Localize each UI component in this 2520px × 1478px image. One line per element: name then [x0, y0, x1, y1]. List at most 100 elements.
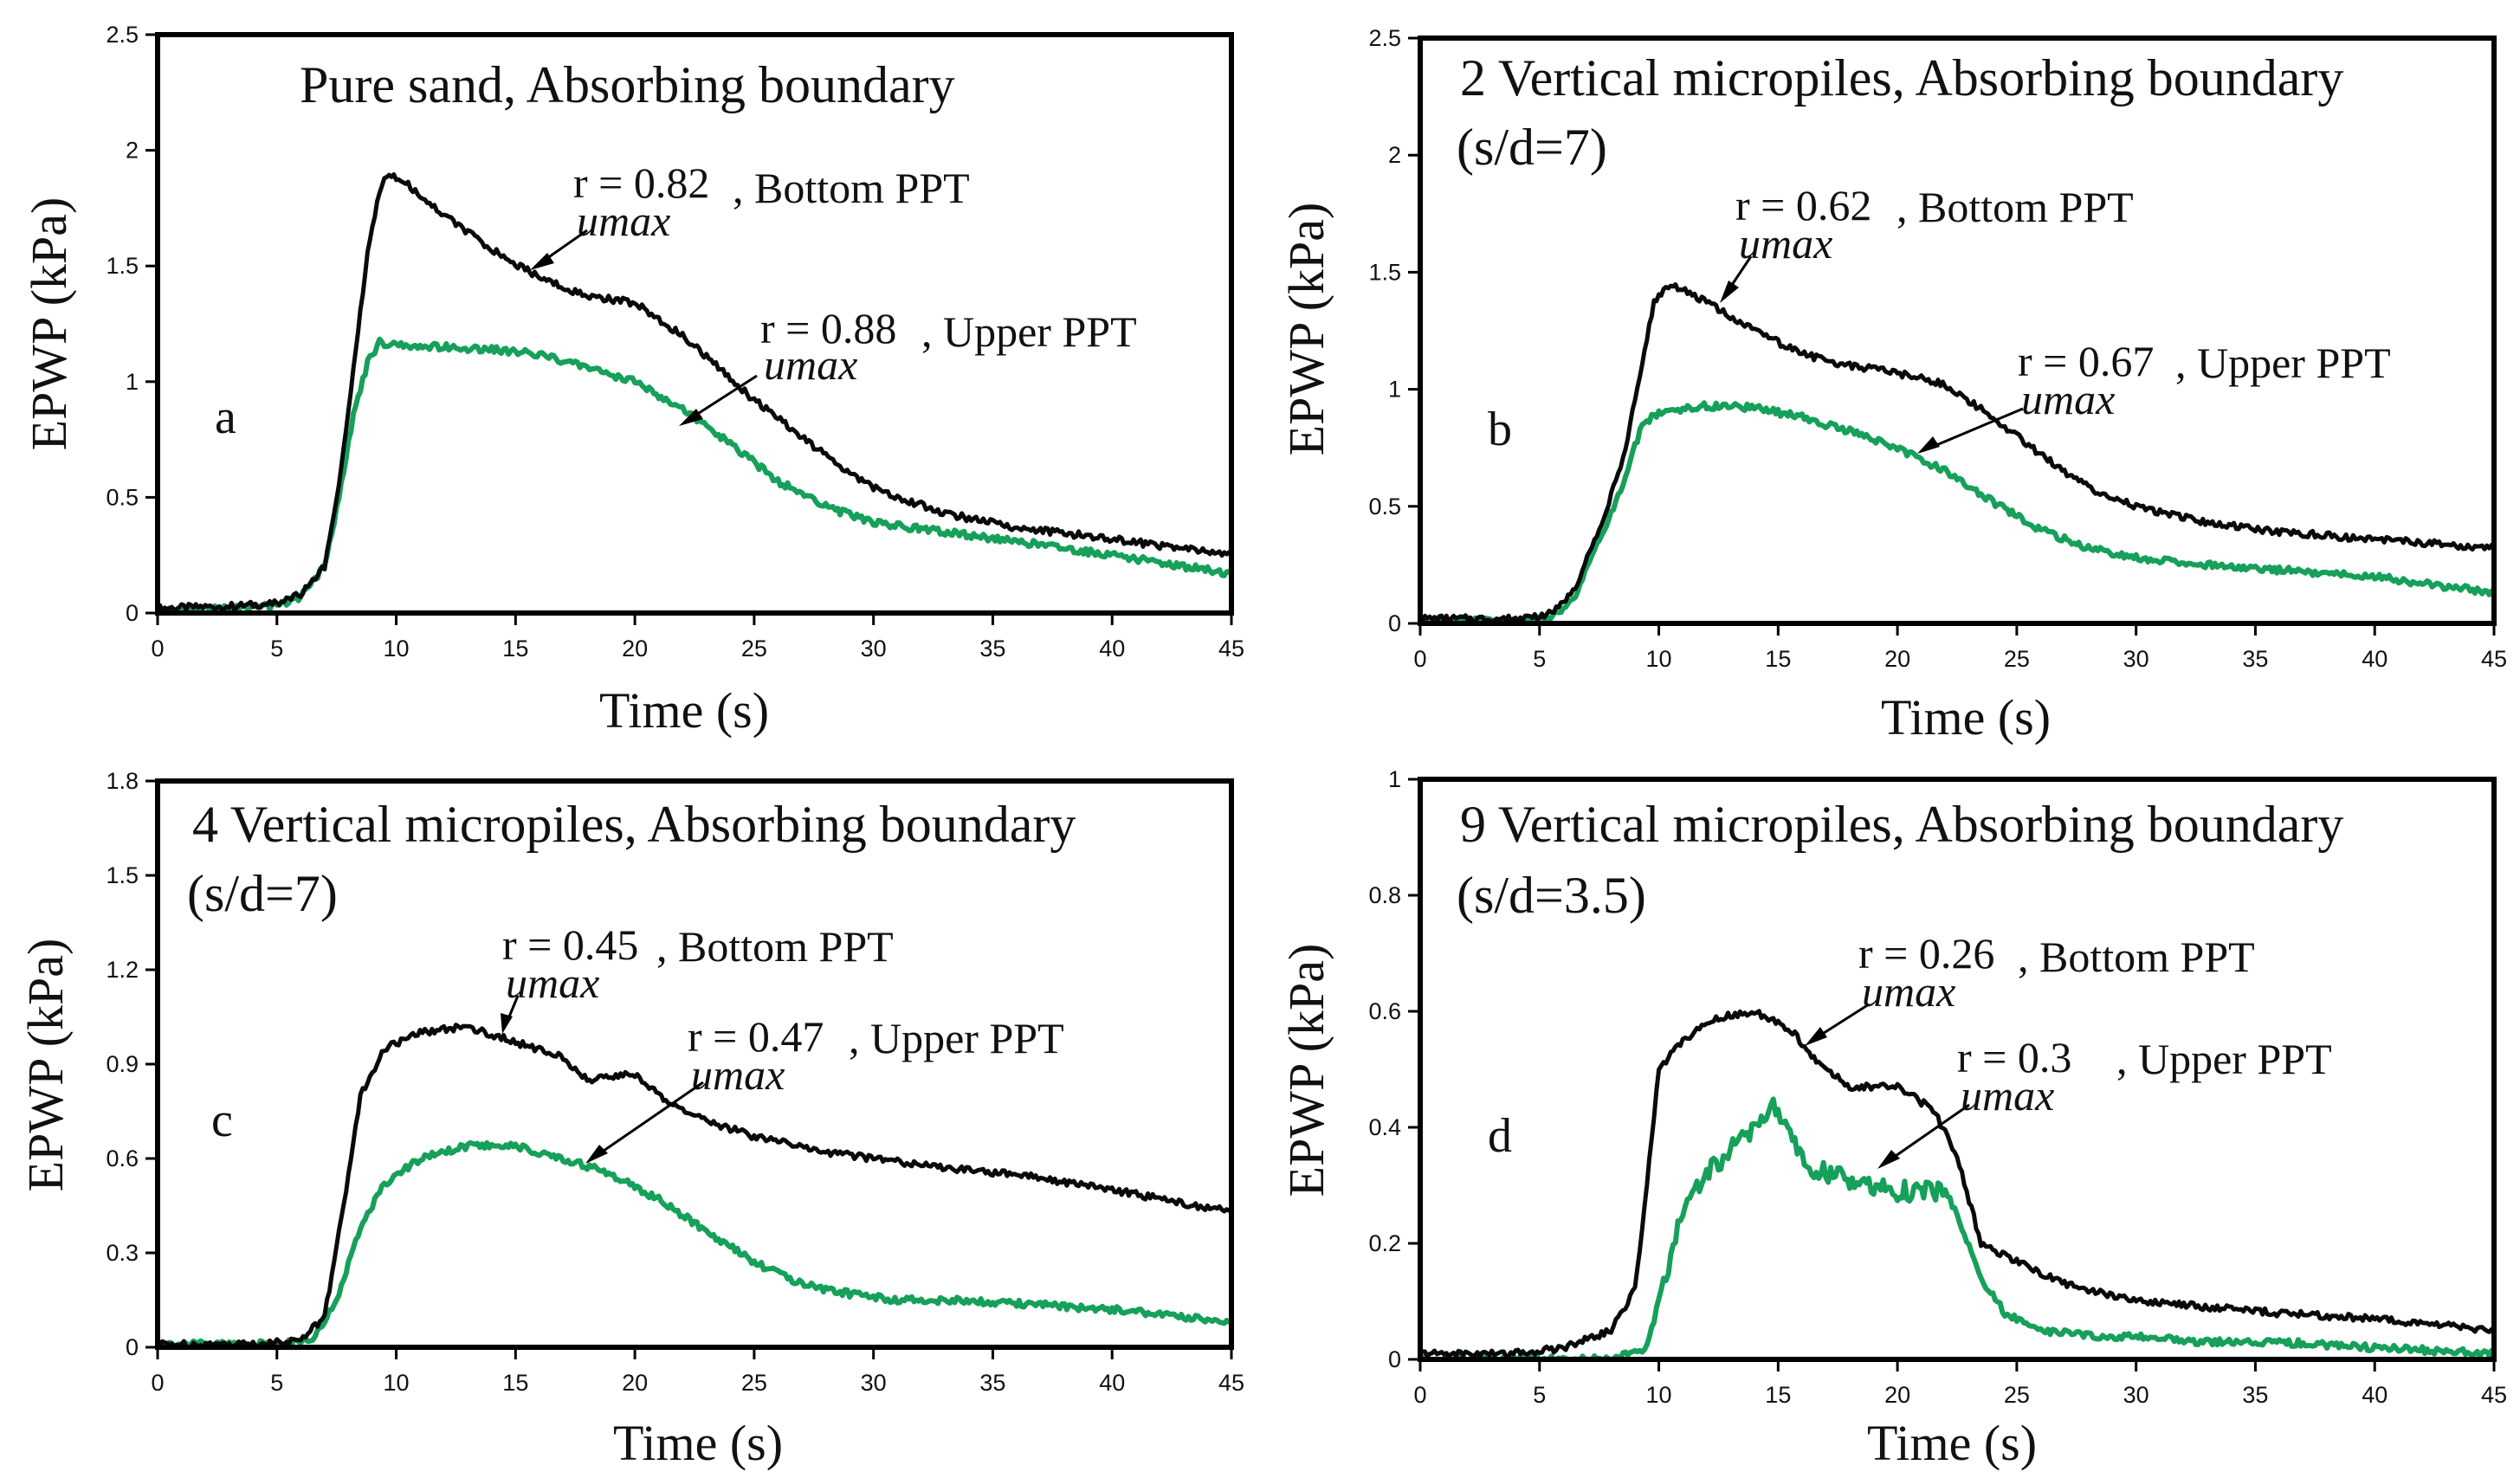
panel-a-xtick-label: 20: [622, 636, 648, 662]
panel-c-annotation-upper-value: r = 0.47: [688, 1012, 824, 1061]
panel-c-ylabel: EPWP (kPa): [17, 939, 74, 1192]
panel-a-arrowhead-upper: [679, 409, 703, 426]
panel-d-xtick-label: 45: [2481, 1382, 2507, 1408]
panel-b-subtitle: (s/d=7): [1457, 119, 1607, 176]
panel-d-annotation-upper-value: r = 0.3: [1957, 1033, 2071, 1081]
panel-b-xtick-label: 20: [1884, 646, 1910, 672]
panel-d-annotation-upper-suffix: , Upper PPT: [2116, 1035, 2332, 1083]
panel-b-annotation-upper-value: r = 0.67: [2018, 337, 2154, 385]
panel-c-annotation-bottom-value: r = 0.45: [502, 920, 638, 969]
panel-c-xtick-label: 35: [979, 1370, 1005, 1396]
panel-a-xtick-label: 5: [270, 636, 283, 662]
panel-b-ytick-label: 0: [1388, 610, 1401, 636]
panel-a-annotation-upper-suffix: , Upper PPT: [921, 307, 1137, 356]
panel-a-annotation-bottom: r = 0.82 umax , Bottom PPT: [530, 158, 970, 270]
panel-b-yticks: 0 0.5 1 1.5 2 2.5: [1368, 25, 1420, 636]
panel-c-ytick-label: 0: [126, 1334, 139, 1360]
panel-a-series-bottom-ppt: [155, 172, 1233, 614]
panel-c-annotation-bottom: r = 0.45 umax , Bottom PPT: [501, 920, 894, 1034]
panel-b-series-upper-ppt: [1418, 400, 2496, 626]
panel-c: 0 0.3 0.6 0.9 1.2 1.5 1.8 0 5 10 15 20 25 30 35 40 45 4…: [17, 768, 1244, 1471]
panel-a-ytick-label: 2.5: [106, 22, 139, 48]
panel-c-ytick-label: 0.9: [106, 1051, 139, 1077]
panel-a-ytick-label: 1.5: [106, 253, 139, 279]
panel-b-ylabel: EPWP (kPa): [1278, 203, 1334, 456]
panel-b-annotation-bottom-value: r = 0.62: [1735, 181, 1871, 229]
panel-a-ylabel: EPWP (kPa): [21, 197, 77, 451]
panel-b-xtick-label: 30: [2123, 646, 2149, 672]
panel-a-frame: [155, 32, 1234, 616]
panel-c-series: [155, 1023, 1233, 1350]
panel-a-annotation-bottom-value: r = 0.82: [573, 158, 709, 207]
panel-d-xlabel: Time (s): [1867, 1415, 2037, 1471]
panel-c-ytick-label: 0.3: [106, 1240, 139, 1266]
panel-c-xtick-label: 45: [1218, 1370, 1244, 1396]
panel-b-arrow-upper: [1923, 407, 2024, 452]
panel-a-annotation-upper-value: r = 0.88: [760, 304, 896, 352]
panel-a-xlabel: Time (s): [599, 682, 769, 739]
panel-a-xtick-label: 25: [741, 636, 767, 662]
panel-b-ytick-label: 2: [1388, 142, 1401, 168]
panel-d-frame: [1418, 777, 2497, 1362]
panel-d-xtick-label: 20: [1884, 1382, 1910, 1408]
panel-c-xtick-label: 0: [151, 1370, 164, 1396]
panel-a-annotation-bottom-suffix: , Bottom PPT: [733, 164, 970, 212]
panel-a-xtick-label: 15: [502, 636, 528, 662]
panel-d-xtick-label: 25: [2004, 1382, 2030, 1408]
panel-b-frame: [1418, 35, 2497, 626]
panel-c-arrow-upper: [591, 1081, 704, 1160]
panel-c-annotation-upper-suffix: , Upper PPT: [849, 1014, 1064, 1062]
panel-b-xtick-label: 5: [1533, 646, 1546, 672]
panel-c-ytick-label: 1.5: [106, 862, 139, 888]
panel-a-title: Pure sand, Absorbing boundary: [300, 56, 955, 113]
panel-d-title: 9 Vertical micropiles, Absorbing boundar…: [1460, 796, 2343, 853]
panel-d-xtick-label: 5: [1533, 1382, 1546, 1408]
panel-c-xtick-label: 20: [622, 1370, 648, 1396]
panel-b-xtick-label: 45: [2481, 646, 2507, 672]
panel-d-letter: d: [1488, 1109, 1512, 1163]
panel-c-arrowhead-bottom: [501, 1013, 513, 1034]
panel-b-annotation-bottom-sub: umax: [1739, 219, 1832, 268]
panel-d-subtitle: (s/d=3.5): [1457, 867, 1646, 924]
panel-d-annotation-bottom: r = 0.26 umax , Bottom PPT: [1805, 929, 2255, 1046]
panel-a-letter: a: [215, 390, 236, 444]
panel-c-xtick-label: 15: [502, 1370, 528, 1396]
panel-c-xtick-label: 40: [1099, 1370, 1125, 1396]
panel-b-ytick-label: 1: [1388, 377, 1401, 403]
panel-d-xtick-label: 30: [2123, 1382, 2149, 1408]
panel-c-xlabel: Time (s): [613, 1415, 783, 1471]
panel-d-ytick-label: 0.2: [1368, 1230, 1401, 1256]
panel-d-yticks: 0 0.2 0.4 0.6 0.8 1: [1368, 766, 1420, 1372]
panel-a-xtick-label: 30: [861, 636, 887, 662]
panel-d-annotation-bottom-value: r = 0.26: [1858, 929, 1994, 978]
panel-b-letter: b: [1488, 403, 1512, 456]
panel-a-xtick-label: 10: [384, 636, 410, 662]
panel-d-ytick-label: 0.6: [1368, 998, 1401, 1024]
panel-b: 0 0.5 1 1.5 2 2.5 0 5 10 15 20 25 30 35 40 45 2 Vertic…: [1278, 25, 2507, 745]
panel-b-ytick-label: 1.5: [1368, 259, 1401, 285]
panel-d-ytick-label: 1: [1388, 766, 1401, 792]
panel-b-ytick-label: 2.5: [1368, 25, 1401, 51]
panel-c-xtick-label: 10: [384, 1370, 410, 1396]
panel-d: 0 0.2 0.4 0.6 0.8 1 0 5 10 15 20 25 30 35 40 45 9 Vert…: [1278, 766, 2507, 1471]
panel-b-xlabel: Time (s): [1881, 689, 2051, 745]
panel-d-annotation-bottom-sub: umax: [1862, 967, 1955, 1016]
panel-c-xtick-label: 30: [861, 1370, 887, 1396]
panel-a-annotation-upper-sub: umax: [764, 340, 857, 389]
panel-d-xtick-label: 40: [2362, 1382, 2388, 1408]
panel-a-arrowhead-bottom: [530, 253, 554, 270]
panel-c-annotation-upper-sub: umax: [691, 1050, 785, 1099]
panel-a-ytick-label: 0.5: [106, 484, 139, 510]
panel-b-annotation-upper-sub: umax: [2021, 375, 2115, 423]
panel-d-arrowhead-bottom: [1805, 1027, 1827, 1046]
panel-d-series-upper-ppt: [1418, 1096, 2497, 1362]
panel-b-arrowhead-bottom: [1720, 281, 1739, 303]
panel-b-annotation-upper: r = 0.67 umax , Upper PPT: [1917, 337, 2391, 454]
panel-d-ytick-label: 0.4: [1368, 1114, 1401, 1140]
panel-a-xtick-label: 40: [1099, 636, 1125, 662]
panel-d-arrow-upper: [1884, 1103, 1970, 1165]
panel-b-xticks: 0 5 10 15 20 25 30 35 40 45: [1413, 623, 2507, 672]
panel-b-xtick-label: 10: [1646, 646, 1672, 672]
panel-c-arrowhead-upper: [585, 1145, 608, 1164]
panel-a-series: [155, 172, 1234, 616]
